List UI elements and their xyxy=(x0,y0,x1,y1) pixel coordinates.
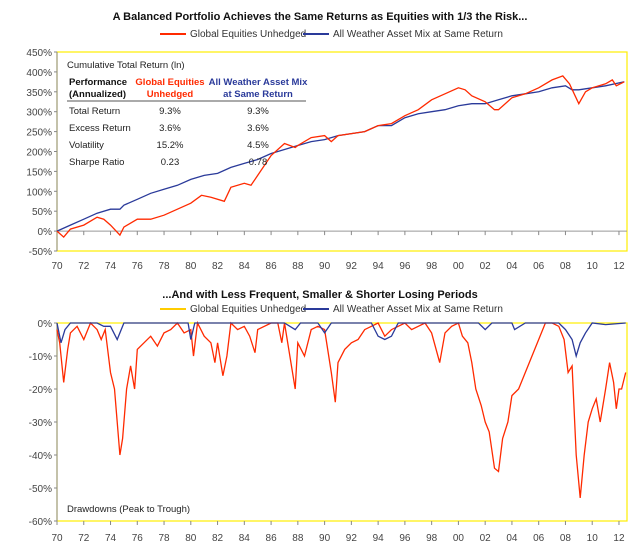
x-tick-label: 82 xyxy=(212,533,224,544)
y-tick-label: 50% xyxy=(32,207,52,218)
x-tick-label: 00 xyxy=(453,261,465,272)
chart-title: A Balanced Portfolio Achieves the Same R… xyxy=(113,11,528,23)
y-tick-label: 300% xyxy=(26,108,52,119)
x-tick-label: 90 xyxy=(319,261,331,272)
x-tick-label: 04 xyxy=(506,533,518,544)
y-tick-label: -50% xyxy=(29,247,52,258)
x-tick-label: 10 xyxy=(587,533,599,544)
x-tick-label: 12 xyxy=(613,533,625,544)
y-tick-label: -60% xyxy=(29,517,52,528)
table-cell-equities: 0.23 xyxy=(161,157,180,168)
series-line-all-weather xyxy=(56,322,626,359)
table-row-label: Total Return xyxy=(69,106,120,117)
x-tick-label: 70 xyxy=(51,261,63,272)
x-tick-label: 76 xyxy=(132,261,144,272)
x-tick-label: 98 xyxy=(426,261,438,272)
x-tick-label: 06 xyxy=(533,261,545,272)
x-tick-label: 72 xyxy=(78,533,90,544)
chart-panel-1: A Balanced Portfolio Achieves the Same R… xyxy=(26,11,628,272)
x-tick-label: 98 xyxy=(426,533,438,544)
x-tick-label: 08 xyxy=(560,533,572,544)
x-tick-label: 74 xyxy=(105,533,117,544)
x-tick-label: 88 xyxy=(292,261,304,272)
x-tick-label: 86 xyxy=(266,533,278,544)
series-line-all-weather xyxy=(56,81,625,232)
y-tick-label: 450% xyxy=(26,48,52,59)
y-tick-label: 150% xyxy=(26,167,52,178)
x-tick-label: 94 xyxy=(373,261,385,272)
x-tick-label: 08 xyxy=(560,261,572,272)
y-tick-label: 250% xyxy=(26,128,52,139)
table-cell-all-weather: 0.78 xyxy=(249,157,268,168)
table-row-label: Sharpe Ratio xyxy=(69,157,124,168)
x-tick-label: 76 xyxy=(132,533,144,544)
x-tick-label: 72 xyxy=(78,261,90,272)
x-tick-label: 86 xyxy=(266,261,278,272)
y-tick-label: -10% xyxy=(29,352,52,363)
table-header: Global Equities Unhedged xyxy=(135,77,204,100)
y-tick-label: -30% xyxy=(29,418,52,429)
x-tick-label: 74 xyxy=(105,261,117,272)
table-row-label: Excess Return xyxy=(69,123,131,134)
y-tick-label: 0% xyxy=(38,227,53,238)
legend-label: Global Equities Unhedged xyxy=(190,304,306,315)
table-cell-all-weather: 4.5% xyxy=(247,140,269,151)
y-tick-label: 200% xyxy=(26,148,52,159)
table-row-label: Volatility xyxy=(69,140,104,151)
x-tick-label: 80 xyxy=(185,533,197,544)
x-tick-label: 04 xyxy=(506,261,518,272)
x-tick-label: 02 xyxy=(480,261,492,272)
y-tick-label: 350% xyxy=(26,88,52,99)
x-tick-label: 06 xyxy=(533,533,545,544)
table-cell-all-weather: 9.3% xyxy=(247,106,269,117)
x-tick-label: 80 xyxy=(185,261,197,272)
chart-annotation: Cumulative Total Return (ln) xyxy=(67,60,185,71)
x-tick-label: 94 xyxy=(373,533,385,544)
x-tick-label: 92 xyxy=(346,533,358,544)
x-tick-label: 70 xyxy=(51,533,63,544)
chart-title: ...And with Less Frequent, Smaller & Sho… xyxy=(162,289,477,301)
legend-label: Global Equities Unhedged xyxy=(190,29,306,40)
table-header: All Weather Asset Mix at Same Return xyxy=(209,77,308,100)
x-tick-label: 96 xyxy=(399,533,411,544)
x-tick-label: 00 xyxy=(453,533,465,544)
x-tick-label: 78 xyxy=(158,533,170,544)
table-cell-all-weather: 3.6% xyxy=(247,123,269,134)
x-tick-label: 10 xyxy=(587,261,599,272)
y-tick-label: 400% xyxy=(26,68,52,79)
chart-annotation: Drawdowns (Peak to Trough) xyxy=(67,504,190,515)
x-tick-label: 84 xyxy=(239,261,251,272)
x-tick-label: 96 xyxy=(399,261,411,272)
y-tick-label: -20% xyxy=(29,385,52,396)
x-tick-label: 92 xyxy=(346,261,358,272)
y-tick-label: 100% xyxy=(26,187,52,198)
y-tick-label: 0% xyxy=(38,319,53,330)
x-tick-label: 82 xyxy=(212,261,224,272)
series-line-global-equities xyxy=(56,75,625,239)
legend-label: All Weather Asset Mix at Same Return xyxy=(333,29,503,40)
x-tick-label: 88 xyxy=(292,533,304,544)
x-tick-label: 12 xyxy=(613,261,625,272)
table-cell-equities: 3.6% xyxy=(159,123,181,134)
table-cell-equities: 15.2% xyxy=(157,140,184,151)
series-line-global-equities xyxy=(56,320,627,498)
x-tick-label: 90 xyxy=(319,533,331,544)
x-tick-label: 02 xyxy=(480,533,492,544)
y-tick-label: -50% xyxy=(29,484,52,495)
y-tick-label: -40% xyxy=(29,451,52,462)
legend-label: All Weather Asset Mix at Same Return xyxy=(333,304,503,315)
x-tick-label: 78 xyxy=(158,261,170,272)
x-tick-label: 84 xyxy=(239,533,251,544)
table-cell-equities: 9.3% xyxy=(159,106,181,117)
plot-frame xyxy=(56,322,628,522)
chart-panel-2: ...And with Less Frequent, Smaller & Sho… xyxy=(29,289,628,544)
table-header: Performance (Annualized) xyxy=(69,77,127,100)
